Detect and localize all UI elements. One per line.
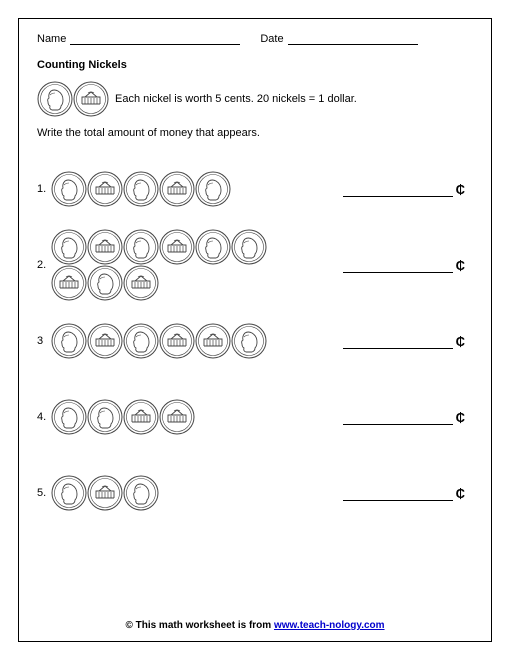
nickel-heads-icon [231, 229, 267, 265]
problem-row: 1. [37, 153, 473, 225]
nickel-tails-icon [159, 229, 195, 265]
intro-coins [37, 81, 109, 117]
nickel-heads-icon [231, 323, 267, 359]
problem-number: 2. [37, 259, 51, 271]
nickel-tails-icon [159, 323, 195, 359]
name-blank[interactable] [70, 33, 240, 45]
cent-symbol-icon: ₵ [456, 258, 465, 273]
problem-number: 3 [37, 335, 51, 347]
answer-blank[interactable] [343, 413, 453, 425]
coin-group [51, 171, 291, 207]
answer-field: ₵ [343, 182, 473, 197]
nickel-tails-icon [87, 323, 123, 359]
problem-number: 1. [37, 183, 51, 195]
cent-symbol-icon: ₵ [456, 410, 465, 425]
header: Name Date [37, 33, 473, 45]
nickel-tails-icon [87, 475, 123, 511]
coin-group [51, 229, 291, 301]
problems-list: 1. [37, 153, 473, 529]
nickel-heads-icon [123, 229, 159, 265]
nickel-heads-icon [195, 171, 231, 207]
cent-symbol-icon: ₵ [456, 182, 465, 197]
worksheet-page: Name Date Counting Nickels Each nickel i… [18, 18, 492, 642]
date-field: Date [260, 33, 417, 45]
coin-group [51, 475, 291, 511]
answer-blank[interactable] [343, 489, 453, 501]
answer-field: ₵ [343, 410, 473, 425]
date-label: Date [260, 33, 283, 45]
cent-symbol-icon: ₵ [456, 486, 465, 501]
intro-row: Each nickel is worth 5 cents. 20 nickels… [37, 81, 473, 117]
nickel-heads-icon [51, 323, 87, 359]
nickel-heads-icon [123, 475, 159, 511]
nickel-heads-icon [37, 81, 73, 117]
footer-link[interactable]: www.teach-nology.com [274, 620, 385, 631]
answer-blank[interactable] [343, 261, 453, 273]
nickel-tails-icon [73, 81, 109, 117]
nickel-tails-icon [195, 323, 231, 359]
date-blank[interactable] [288, 33, 418, 45]
name-label: Name [37, 33, 66, 45]
coin-group [51, 399, 291, 435]
nickel-heads-icon [195, 229, 231, 265]
problem-row: 4. ₵ [37, 381, 473, 453]
intro-text: Each nickel is worth 5 cents. 20 nickels… [115, 93, 357, 105]
nickel-heads-icon [51, 399, 87, 435]
nickel-heads-icon [51, 171, 87, 207]
problem-number: 5. [37, 487, 51, 499]
nickel-tails-icon [159, 399, 195, 435]
cent-symbol-icon: ₵ [456, 334, 465, 349]
nickel-tails-icon [123, 265, 159, 301]
instruction-text: Write the total amount of money that app… [37, 127, 473, 139]
nickel-heads-icon [51, 475, 87, 511]
nickel-heads-icon [51, 229, 87, 265]
nickel-tails-icon [123, 399, 159, 435]
nickel-tails-icon [87, 229, 123, 265]
nickel-heads-icon [123, 171, 159, 207]
page-title: Counting Nickels [37, 59, 473, 71]
problem-number: 4. [37, 411, 51, 423]
problem-row: 2. [37, 229, 473, 301]
coin-group [51, 323, 291, 359]
nickel-heads-icon [87, 399, 123, 435]
name-field: Name [37, 33, 240, 45]
answer-blank[interactable] [343, 337, 453, 349]
problem-row: 3 [37, 305, 473, 377]
nickel-tails-icon [87, 171, 123, 207]
nickel-heads-icon [123, 323, 159, 359]
answer-field: ₵ [343, 486, 473, 501]
problem-row: 5. ₵ [37, 457, 473, 529]
nickel-heads-icon [87, 265, 123, 301]
answer-field: ₵ [343, 334, 473, 349]
footer: © This math worksheet is from www.teach-… [19, 620, 491, 631]
answer-blank[interactable] [343, 185, 453, 197]
footer-prefix: © This math worksheet is from [125, 620, 274, 631]
answer-field: ₵ [343, 258, 473, 273]
nickel-tails-icon [51, 265, 87, 301]
nickel-tails-icon [159, 171, 195, 207]
